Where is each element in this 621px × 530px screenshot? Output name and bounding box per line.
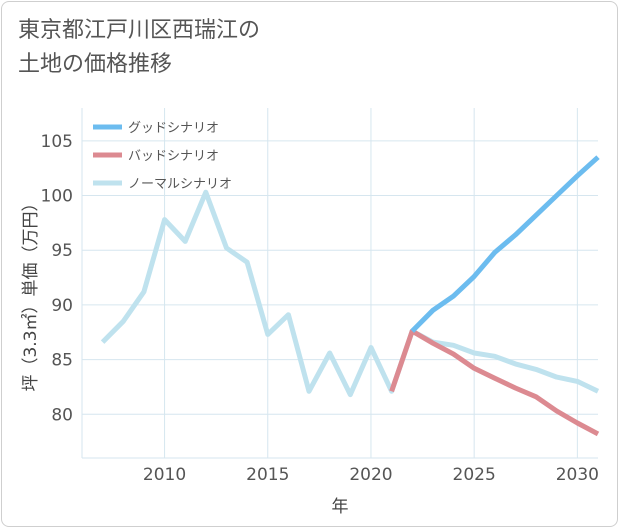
y-tick-label: 105 — [41, 132, 73, 152]
x-tick-label: 2025 — [453, 465, 496, 485]
y-tick-label: 85 — [51, 351, 73, 371]
y-tick-label: 95 — [51, 241, 73, 261]
y-axis-ticks: 80 85 90 95 100 105 — [41, 132, 73, 425]
series-line-2 — [100, 189, 600, 398]
chart-title: 東京都江戸川区西瑞江の 土地の価格推移 — [18, 14, 260, 82]
y-tick-label: 80 — [51, 405, 73, 425]
y-tick-label: 100 — [41, 187, 73, 207]
legend-label-1: バッドシナリオ — [128, 149, 219, 164]
grid-lines — [81, 108, 598, 459]
series-layer — [100, 155, 600, 437]
legend-label-0: グッドシナリオ — [128, 121, 219, 136]
title-line-2: 土地の価格推移 — [18, 52, 173, 77]
series-line-0 — [410, 155, 600, 333]
x-tick-label: 2010 — [143, 465, 186, 485]
title-line-1: 東京都江戸川区西瑞江の — [18, 18, 261, 43]
x-axis-ticks: 2010 2015 2020 2025 2030 — [143, 465, 599, 485]
y-tick-label: 90 — [51, 296, 73, 316]
legend-label-2: ノーマルシナリオ — [128, 177, 232, 192]
x-tick-label: 2020 — [349, 465, 392, 485]
series-line-1 — [389, 328, 600, 437]
x-tick-label: 2015 — [246, 465, 289, 485]
x-tick-label: 2030 — [556, 465, 599, 485]
x-axis-label: 年 — [332, 497, 349, 517]
y-axis-label: 坪（3.3㎡）単価（万円） — [21, 194, 41, 391]
